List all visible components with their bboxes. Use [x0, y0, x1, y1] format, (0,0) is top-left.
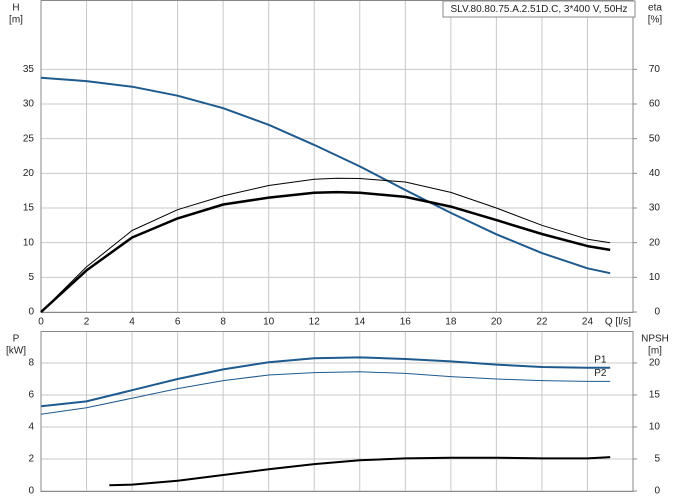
plot-frame — [40, 331, 634, 492]
y-tick-label: 30 — [23, 99, 35, 110]
y2-tick-label: 50 — [649, 133, 661, 144]
y2-tick-label: 10 — [649, 422, 661, 433]
x-tick-label: 12 — [309, 317, 321, 328]
y-tick-label: 15 — [23, 203, 35, 214]
y-unit: [kW] — [6, 346, 26, 357]
y-tick-label: 0 — [28, 486, 34, 497]
y2-label: NPSH — [641, 334, 669, 345]
curve — [109, 456, 611, 487]
x-tick-label: 16 — [400, 317, 412, 328]
curve — [40, 371, 611, 415]
y-tick-label: 4 — [28, 422, 34, 433]
x-tick-label: 4 — [129, 317, 135, 328]
y2-unit: [m] — [648, 346, 662, 357]
y2-tick-label: 40 — [649, 168, 661, 179]
y-label: H — [12, 3, 19, 14]
title-box — [442, 0, 636, 18]
y-tick-label: 5 — [28, 272, 34, 283]
y-tick-label: 2 — [28, 454, 34, 465]
plot-frame — [40, 0, 634, 313]
y2-tick-label: 5 — [654, 454, 660, 465]
y2-tick-label: 10 — [649, 272, 661, 283]
curve — [40, 356, 611, 408]
x-tick-label: 20 — [491, 317, 503, 328]
curve — [40, 76, 611, 275]
x-tick-label: 0 — [38, 317, 44, 328]
curve — [40, 190, 611, 313]
series-label: P2 — [594, 368, 607, 379]
y2-label: eta — [648, 3, 662, 14]
chart-title: SLV.80.80.75.A.2.51D.C, 3*400 V, 50Hz — [451, 4, 628, 15]
y-label: P — [13, 334, 20, 345]
y2-tick-label: 15 — [649, 390, 661, 401]
y2-tick-label: 70 — [649, 64, 661, 75]
x-tick-label: 18 — [445, 317, 457, 328]
y-tick-label: 10 — [23, 237, 35, 248]
x-tick-label: 6 — [175, 317, 181, 328]
y2-tick-label: 0 — [654, 307, 660, 318]
x-tick-label: 24 — [582, 317, 594, 328]
y-tick-label: 25 — [23, 133, 35, 144]
y-tick-label: 0 — [28, 307, 34, 318]
y2-tick-label: 60 — [649, 99, 661, 110]
y2-tick-label: 30 — [649, 203, 661, 214]
y-tick-label: 35 — [23, 64, 35, 75]
x-tick-label: 2 — [84, 317, 90, 328]
y2-tick-label: 20 — [649, 237, 661, 248]
x-tick-label: 8 — [220, 317, 226, 328]
y2-tick-label: 20 — [649, 358, 661, 369]
y-tick-label: 6 — [28, 390, 34, 401]
x-label: Q [l/s] — [605, 317, 631, 328]
x-tick-label: 14 — [354, 317, 366, 328]
y-tick-label: 20 — [23, 168, 35, 179]
x-tick-label: 10 — [263, 317, 275, 328]
y-unit: [m] — [9, 15, 23, 26]
y2-unit: [%] — [648, 15, 663, 26]
series-label: P1 — [594, 354, 607, 365]
y-tick-label: 8 — [28, 358, 34, 369]
y2-tick-label: 0 — [654, 486, 660, 497]
x-tick-label: 22 — [536, 317, 548, 328]
curve — [40, 177, 611, 313]
